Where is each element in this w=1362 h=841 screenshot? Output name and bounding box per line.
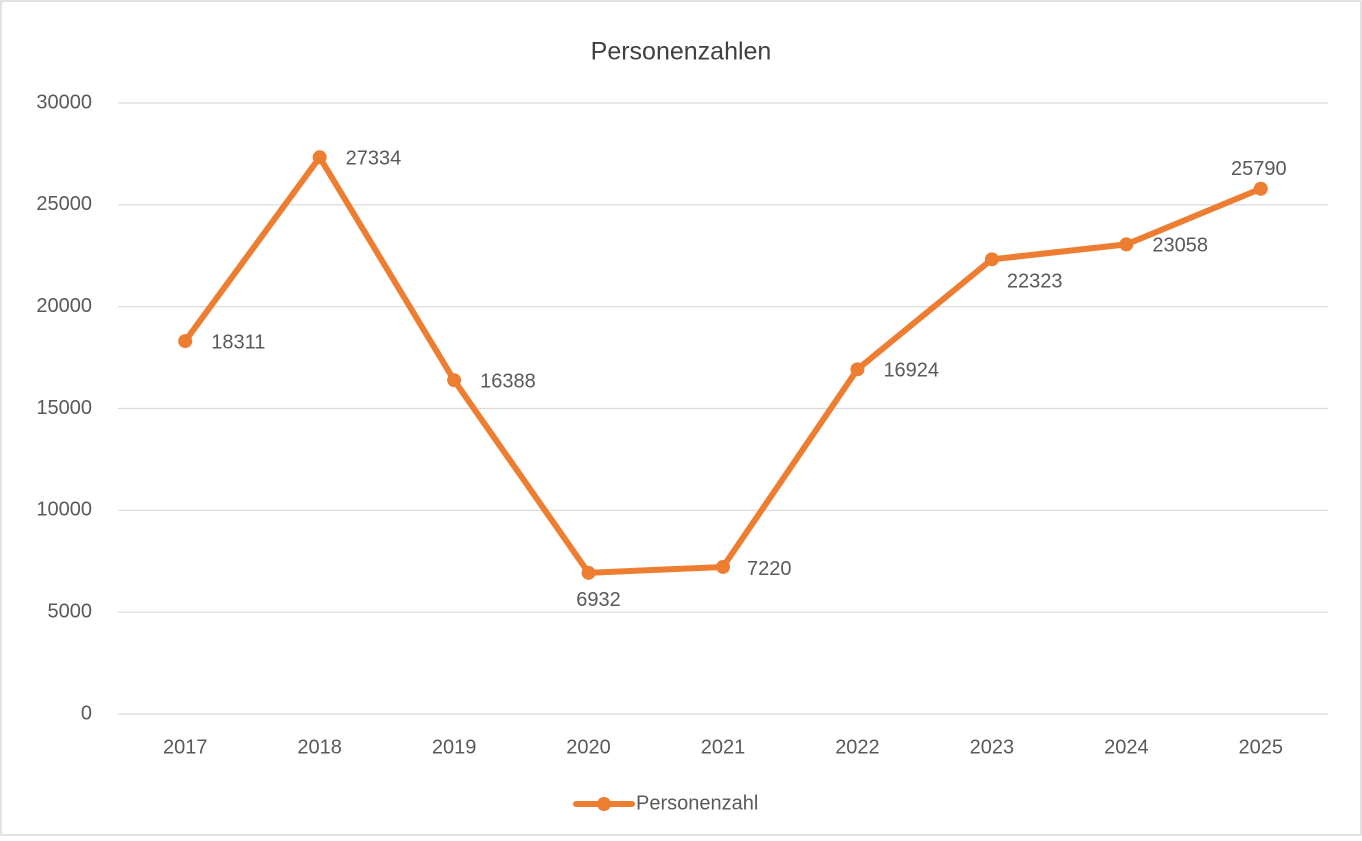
x-tick-label: 2023 (970, 736, 1015, 758)
data-point (850, 362, 865, 377)
legend-marker (597, 797, 611, 811)
data-point (178, 334, 193, 349)
chart-title: Personenzahlen (591, 38, 772, 66)
x-tick-label: 2022 (835, 736, 880, 758)
x-tick-label: 2024 (1104, 736, 1149, 758)
data-label: 23058 (1152, 235, 1208, 257)
y-tick-label: 25000 (36, 193, 92, 215)
data-point (1253, 181, 1268, 196)
x-tick-label: 2025 (1239, 736, 1284, 758)
data-label: 25790 (1231, 158, 1287, 180)
data-label: 16924 (883, 360, 939, 382)
x-tick-label: 2019 (432, 736, 477, 758)
data-point (312, 150, 327, 165)
y-tick-label: 5000 (48, 600, 93, 622)
y-tick-label: 20000 (36, 295, 92, 317)
data-point (447, 373, 462, 388)
data-label: 7220 (747, 558, 792, 580)
x-tick-label: 2018 (297, 736, 342, 758)
x-tick-label: 2020 (566, 736, 611, 758)
data-label: 16388 (480, 371, 536, 393)
y-tick-label: 15000 (36, 397, 92, 419)
x-tick-label: 2017 (163, 736, 208, 758)
y-tick-label: 0 (81, 702, 92, 724)
legend-label: Personenzahl (636, 792, 758, 814)
data-point (984, 252, 999, 267)
data-label: 22323 (1007, 271, 1063, 293)
data-point (581, 565, 596, 580)
y-tick-label: 10000 (36, 499, 92, 521)
x-tick-label: 2021 (701, 736, 746, 758)
data-point (716, 559, 730, 574)
data-label: 27334 (346, 148, 402, 170)
data-label: 18311 (211, 331, 265, 353)
data-point (1119, 237, 1134, 252)
data-label: 6932 (576, 589, 621, 611)
y-tick-label: 30000 (36, 91, 92, 113)
